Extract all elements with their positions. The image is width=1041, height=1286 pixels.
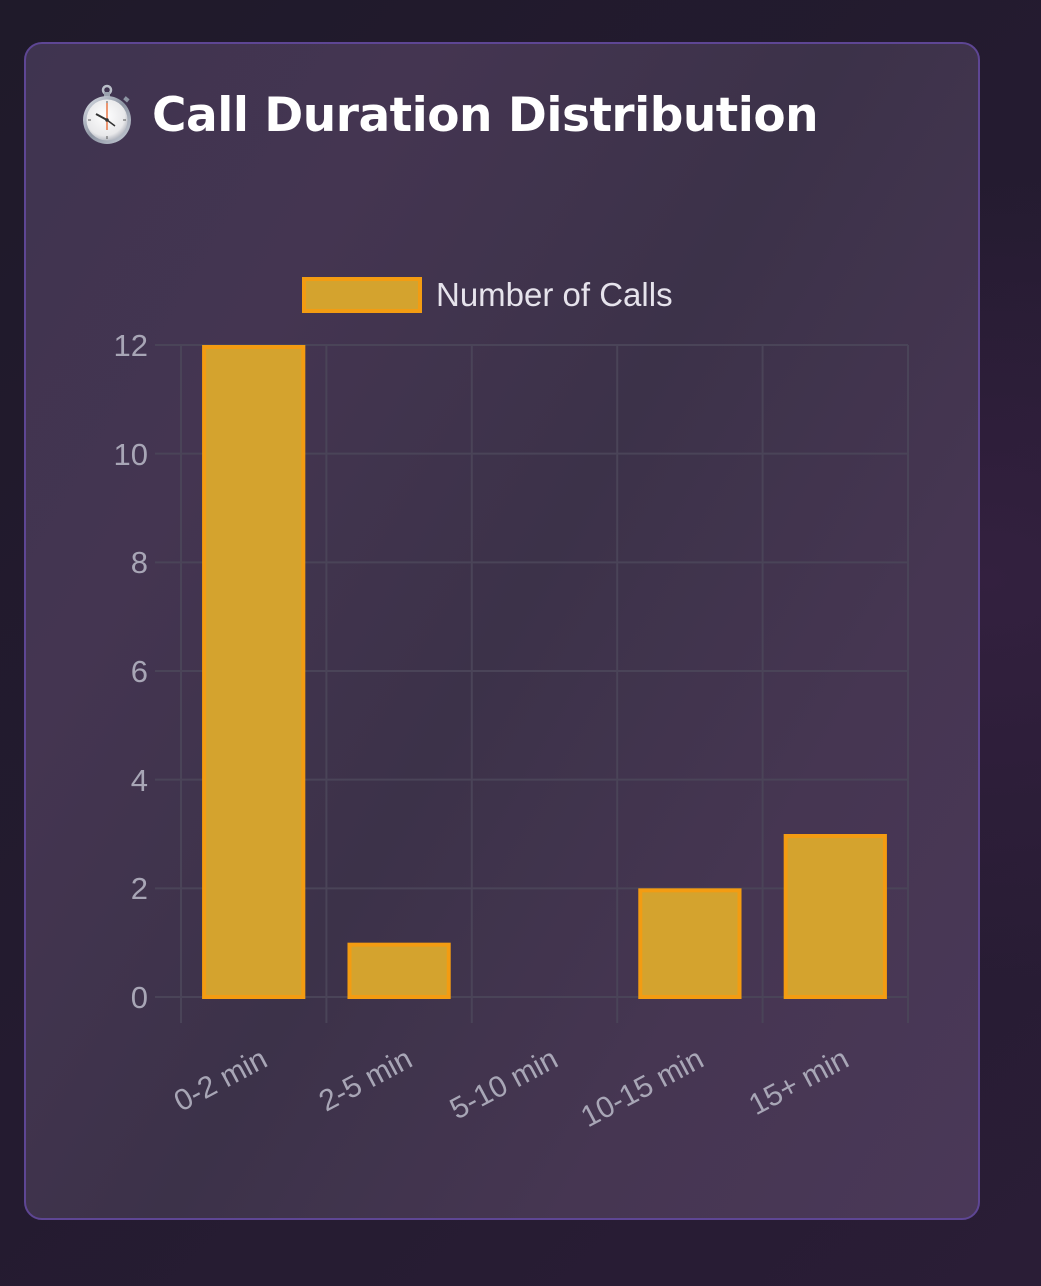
chart-card bbox=[24, 42, 980, 1220]
card-header: Call Duration Distribution bbox=[78, 84, 819, 146]
chart-legend[interactable]: Number of Calls bbox=[302, 276, 673, 314]
chart-title: Call Duration Distribution bbox=[152, 87, 819, 143]
legend-swatch-number-of-calls bbox=[302, 277, 422, 313]
legend-label: Number of Calls bbox=[436, 276, 673, 313]
stopwatch-icon bbox=[78, 84, 136, 146]
